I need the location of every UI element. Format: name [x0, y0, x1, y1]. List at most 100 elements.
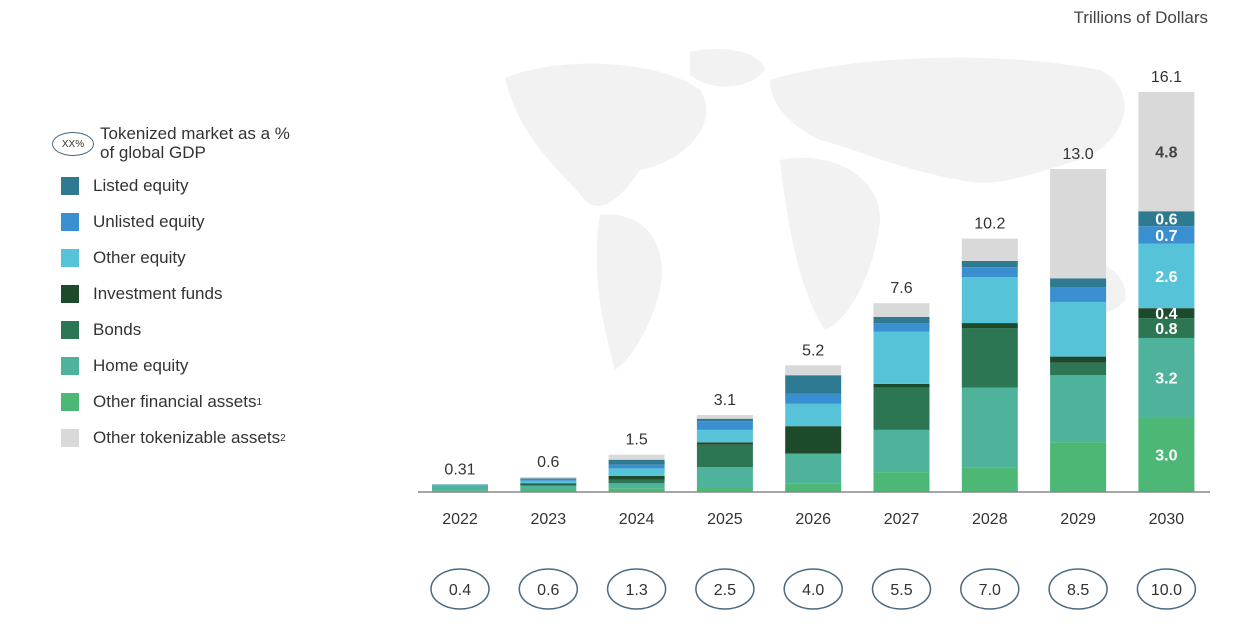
x-tick-label-2029: 2029: [1060, 511, 1096, 528]
legend-gdp-label: Tokenized market as a % of global GDP: [100, 124, 290, 162]
bar-segment-unlisted-equity-2029: [1050, 287, 1107, 302]
bar-segment-investment-funds-2030: [1138, 308, 1195, 319]
total-label-2026: 5.2: [802, 342, 824, 359]
bar-segment-home-equity-2024: [608, 483, 665, 489]
bar-segment-other-equity-2024: [608, 468, 665, 476]
bar-segment-unlisted-equity-2026: [785, 393, 842, 404]
total-label-2027: 7.6: [890, 280, 912, 297]
bar-segment-other-financial-2025: [696, 487, 753, 492]
segment-label-bonds-2030: 0.8: [1155, 321, 1177, 338]
bar-segment-other-financial-2028: [961, 467, 1018, 492]
bar-segment-other-tokenizable-2023: [520, 477, 577, 479]
legend-swatch-home-equity: [61, 357, 79, 375]
bar-segment-home-equity-2030: [1138, 337, 1195, 418]
gdp-percent-label-2028: 7.0: [979, 582, 1001, 599]
legend-swatch-unlisted-equity: [61, 213, 79, 231]
x-tick-label-2024: 2024: [619, 511, 655, 528]
gdp-percent-label-2022: 0.4: [449, 582, 471, 599]
segment-label-home-equity-2030: 3.2: [1155, 371, 1177, 388]
legend-item-other-financial-assets: Other financial assets 1: [52, 384, 352, 420]
gdp-percent-label-2026: 4.0: [802, 582, 824, 599]
bar-segment-other-tokenizable-2028: [961, 238, 1018, 261]
bar-segment-other-financial-2026: [785, 483, 842, 492]
bar-segment-home-equity-2025: [696, 467, 753, 488]
segment-label-listed-equity-2030: 0.6: [1155, 212, 1177, 229]
x-tick-label-2023: 2023: [531, 511, 567, 528]
bar-segment-other-equity-2030: [1138, 243, 1195, 309]
bar-segment-listed-equity-2030: [1138, 211, 1195, 227]
map-africa: [780, 157, 880, 330]
bar-segment-other-equity-2026: [785, 403, 842, 427]
bar-segment-other-tokenizable-2027: [873, 303, 930, 317]
legend-item-other-equity: Other equity: [52, 240, 352, 276]
bar-segment-other-tokenizable-2025: [696, 414, 753, 419]
bar-segment-bonds-2029: [1050, 362, 1107, 376]
bar-segment-investment-funds-2024: [608, 475, 665, 480]
map-north-america: [505, 63, 707, 206]
bar-segment-other-equity-2029: [1050, 301, 1107, 357]
gdp-oval-2030: [1136, 568, 1197, 610]
legend-item-other-tokenizable-assets: Other tokenizable assets 2: [52, 420, 352, 456]
gdp-oval-2025: [695, 568, 755, 610]
map-south-america: [596, 214, 662, 370]
legend-item-home-equity: Home equity: [52, 348, 352, 384]
bar-segment-listed-equity-2029: [1050, 278, 1107, 288]
bar-segment-other-tokenizable-2026: [785, 365, 842, 376]
legend-swatch-bonds: [61, 321, 79, 339]
bar-segment-other-financial-2029: [1050, 442, 1107, 492]
bar-segment-bonds-2030: [1138, 318, 1195, 338]
x-tick-label-2026: 2026: [795, 511, 831, 528]
bar-segment-listed-equity-2025: [696, 418, 753, 422]
bar-segment-other-equity-2023: [520, 480, 577, 484]
segment-label-other-tokenizable-2030: 4.8: [1155, 145, 1177, 162]
bar-segment-other-equity-2025: [696, 429, 753, 443]
gdp-oval-2023: [518, 568, 579, 610]
legend-swatch-other-equity: [61, 249, 79, 267]
x-tick-label-2025: 2025: [707, 511, 743, 528]
bar-segment-unlisted-equity-2028: [961, 267, 1018, 278]
bar-segment-unlisted-equity-2030: [1138, 226, 1195, 244]
gdp-percent-label-2030: 10.0: [1151, 582, 1182, 599]
labels-layer: 0.31 2022 0.4 0.6 2023 0.6 1.5 2024 1.3 3.1 2025 2.…: [430, 69, 1197, 610]
bar-segment-other-tokenizable-2024: [608, 454, 665, 460]
bar-segment-investment-funds-2028: [961, 323, 1018, 329]
total-label-2030: 16.1: [1151, 69, 1182, 86]
legend-item-bonds: Bonds: [52, 312, 352, 348]
segment-label-other-equity-2030: 2.6: [1155, 269, 1177, 286]
bar-segment-home-equity-2023: [520, 485, 577, 490]
legend-swatch-investment-funds: [61, 285, 79, 303]
bar-segment-other-tokenizable-2030: [1138, 92, 1195, 212]
bar-segment-home-equity-2027: [873, 429, 930, 473]
map-europe-asia: [770, 57, 1125, 183]
legend-gdp-item: XX% Tokenized market as a % of global GD…: [52, 124, 352, 168]
legend-item-investment-funds: Investment funds: [52, 276, 352, 312]
x-tick-label-2030: 2030: [1149, 511, 1185, 528]
total-label-2023: 0.6: [537, 454, 559, 471]
bar-segment-listed-equity-2023: [520, 478, 577, 480]
bar-segment-bonds-2025: [696, 444, 753, 468]
legend-item-unlisted-equity: Unlisted equity: [52, 204, 352, 240]
legend-swatch-other-financial-assets: [61, 393, 79, 411]
legend-item-listed-equity: Listed equity: [52, 168, 352, 204]
bar-segment-unlisted-equity-2023: [520, 479, 577, 481]
bar-segment-home-equity-2026: [785, 453, 842, 484]
bar-segment-home-equity-2029: [1050, 375, 1107, 443]
bar-segment-bonds-2028: [961, 328, 1018, 388]
bar-segment-bonds-2024: [608, 479, 665, 484]
gdp-oval-2026: [783, 568, 843, 610]
total-label-2025: 3.1: [714, 392, 736, 409]
bar-segment-investment-funds-2027: [873, 383, 930, 388]
x-tick-label-2022: 2022: [442, 511, 478, 528]
gdp-oval-2029: [1048, 568, 1108, 610]
bar-segment-other-financial-2030: [1138, 417, 1195, 492]
legend: XX% Tokenized market as a % of global GD…: [52, 124, 352, 456]
gdp-percent-label-2024: 1.3: [625, 582, 647, 599]
bar-segment-investment-funds-2025: [696, 442, 753, 445]
bar-segment-listed-equity-2024: [608, 459, 665, 465]
gdp-oval-2027: [871, 568, 932, 610]
segment-label-unlisted-equity-2030: 0.7: [1155, 228, 1177, 245]
total-label-2024: 1.5: [625, 432, 647, 449]
legend-swatch-listed-equity: [61, 177, 79, 195]
bar-segment-home-equity-2022: [432, 485, 488, 491]
x-tick-label-2028: 2028: [972, 511, 1008, 528]
